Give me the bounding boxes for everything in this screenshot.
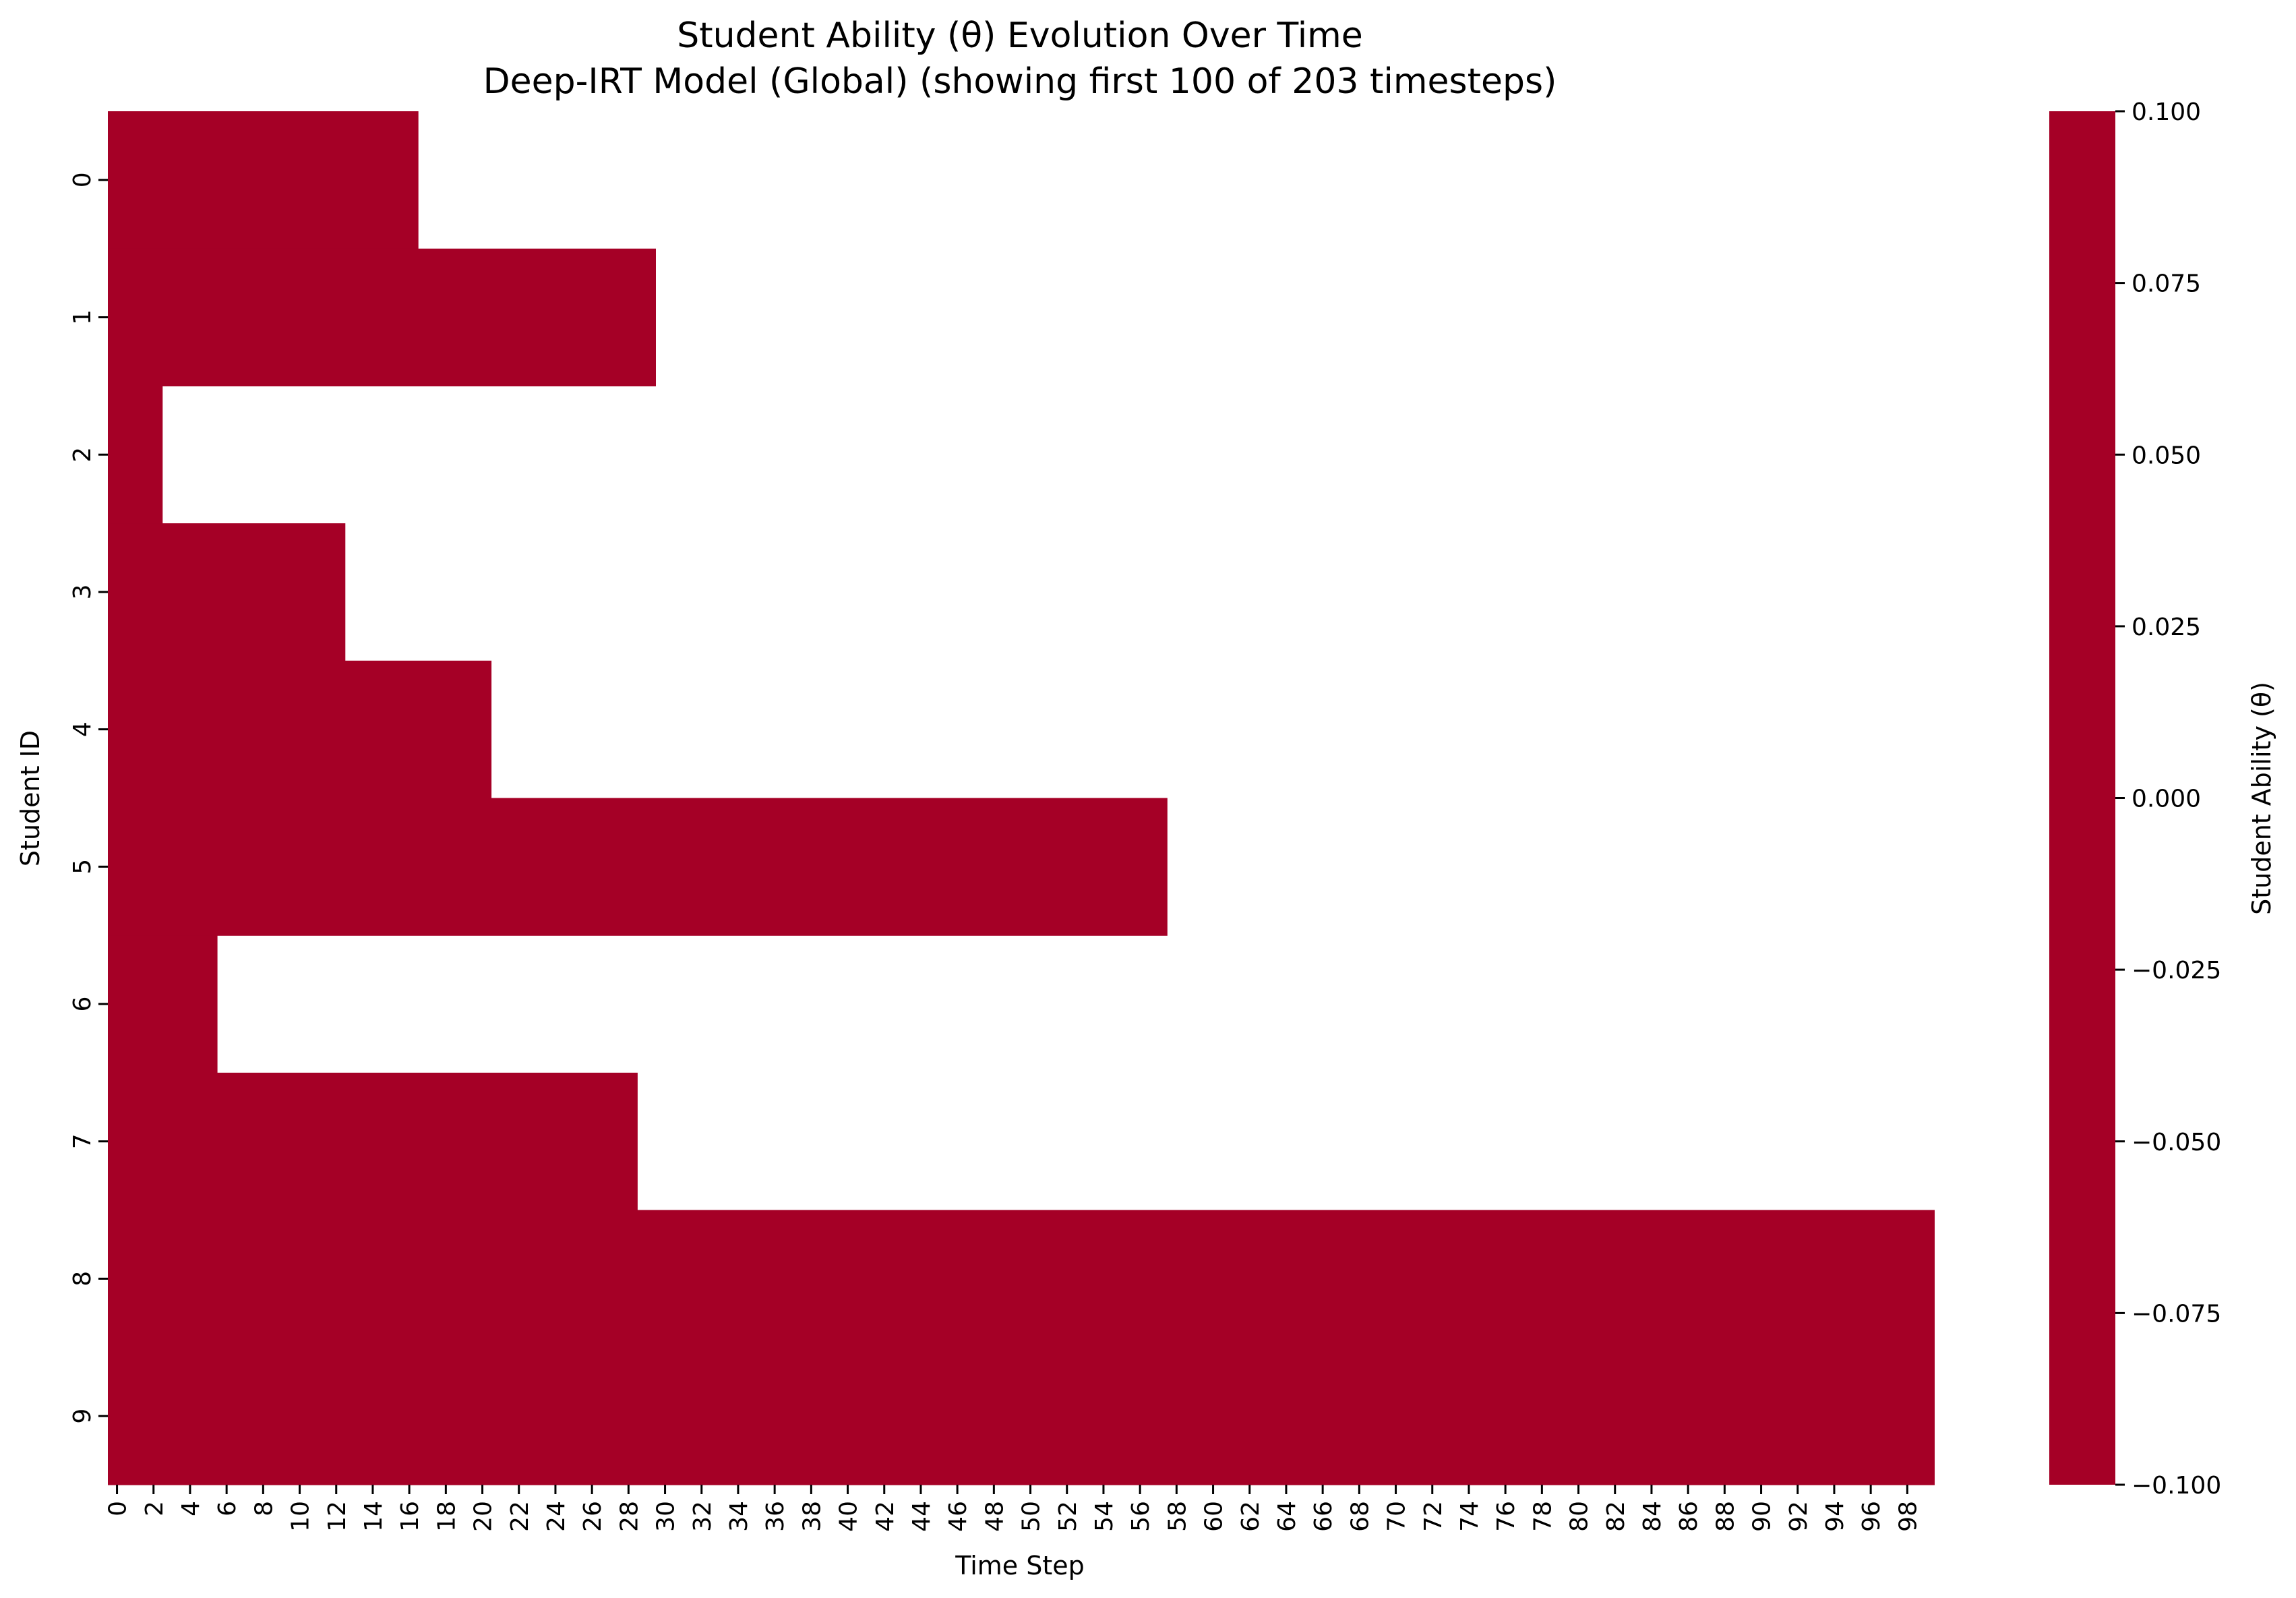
x-tick-label: 40 [835, 1501, 863, 1532]
x-tick-label: 42 [872, 1501, 899, 1532]
colorbar-tick-label: 0.100 [2132, 98, 2201, 126]
x-tick-label: 16 [396, 1501, 424, 1532]
colorbar-ticks: 0.100 0.075 0.050 0.025 0.000 −0.025 −0.050 −0.… [2115, 98, 2221, 1500]
colorbar-tick-label: −0.075 [2132, 1300, 2221, 1328]
heatmap-cells [108, 111, 1935, 1485]
x-tick-label: 4 [177, 1501, 205, 1516]
x-tick-label: 74 [1456, 1501, 1484, 1532]
y-tick-label: 0 [69, 172, 96, 187]
heatmap-row-8 [108, 1210, 1935, 1348]
x-tick-label: 38 [798, 1501, 826, 1532]
x-tick-label: 80 [1566, 1501, 1594, 1532]
x-tick-label: 94 [1821, 1501, 1849, 1532]
x-tick-label: 36 [762, 1501, 789, 1532]
x-tick-label: 8 [250, 1501, 278, 1516]
x-tick-label: 44 [908, 1501, 936, 1532]
x-axis-label: Time Step [955, 1551, 1085, 1580]
x-tick-label: 18 [433, 1501, 460, 1532]
x-tick-label: 96 [1858, 1501, 1885, 1532]
y-tick-label: 3 [69, 584, 96, 599]
x-axis-ticks: 0 2 4 6 8 10 12 14 16 18 20 22 24 26 28 30 32 34 36 38 40 42 4… [104, 1485, 1922, 1532]
x-tick-label: 30 [653, 1501, 680, 1532]
x-tick-label: 70 [1383, 1501, 1411, 1532]
x-tick-label: 34 [725, 1501, 753, 1532]
y-tick-label: 9 [69, 1409, 96, 1424]
heatmap-row-7 [108, 1072, 638, 1211]
x-tick-label: 20 [470, 1501, 497, 1532]
y-tick-label: 4 [69, 721, 96, 737]
x-tick-label: 14 [360, 1501, 388, 1532]
x-tick-label: 46 [944, 1501, 972, 1532]
heatmap-row-3 [108, 523, 346, 661]
x-tick-label: 98 [1894, 1501, 1922, 1532]
x-tick-label: 56 [1127, 1501, 1155, 1532]
x-tick-label: 64 [1273, 1501, 1301, 1532]
y-tick-label: 6 [69, 997, 96, 1012]
y-axis-label: Student ID [16, 730, 45, 866]
heatmap-row-2 [108, 386, 163, 524]
y-tick-label: 8 [69, 1271, 96, 1286]
colorbar-label: Student Ability (θ) [2247, 682, 2276, 915]
colorbar-tick-label: −0.100 [2132, 1472, 2221, 1500]
colorbar-tick-label: 0.075 [2132, 270, 2201, 298]
x-tick-label: 26 [579, 1501, 607, 1532]
colorbar-tick-label: −0.025 [2132, 957, 2221, 984]
x-tick-label: 82 [1602, 1501, 1630, 1532]
x-tick-label: 86 [1675, 1501, 1703, 1532]
x-tick-label: 66 [1310, 1501, 1337, 1532]
y-tick-label: 5 [69, 859, 96, 875]
y-tick-label: 7 [69, 1133, 96, 1149]
colorbar-tick-label: 0.025 [2132, 614, 2201, 641]
x-tick-label: 10 [287, 1501, 315, 1532]
colorbar-tick-label: 0.050 [2132, 442, 2201, 469]
heatmap-row-0 [108, 111, 419, 249]
x-tick-label: 54 [1091, 1501, 1118, 1532]
x-tick-label: 6 [214, 1501, 241, 1516]
x-tick-label: 2 [141, 1501, 169, 1516]
x-tick-label: 32 [689, 1501, 717, 1532]
x-tick-label: 84 [1639, 1501, 1666, 1532]
x-tick-label: 58 [1164, 1501, 1191, 1532]
heatmap-row-1 [108, 248, 656, 386]
x-tick-label: 92 [1785, 1501, 1813, 1532]
x-tick-label: 68 [1346, 1501, 1374, 1532]
y-axis-ticks: 0 1 2 3 4 5 6 7 8 9 [69, 172, 108, 1424]
x-tick-label: 52 [1054, 1501, 1082, 1532]
x-tick-label: 0 [104, 1501, 132, 1516]
heatmap-row-9 [108, 1347, 1935, 1485]
x-tick-label: 50 [1018, 1501, 1046, 1532]
heatmap-row-5 [108, 798, 1168, 936]
x-tick-label: 88 [1712, 1501, 1739, 1532]
x-tick-label: 72 [1420, 1501, 1447, 1532]
heatmap-row-6 [108, 935, 218, 1073]
colorbar-tick-label: −0.050 [2132, 1129, 2221, 1156]
x-tick-label: 62 [1237, 1501, 1265, 1532]
colorbar-tick-label: 0.000 [2132, 786, 2201, 813]
chart-subtitle: Deep-IRT Model (Global) (showing first 1… [483, 61, 1557, 102]
heatmap-row-4 [108, 660, 492, 799]
x-tick-label: 28 [615, 1501, 643, 1532]
x-tick-label: 78 [1529, 1501, 1557, 1532]
x-tick-label: 22 [506, 1501, 534, 1532]
x-tick-label: 12 [324, 1501, 351, 1532]
y-tick-label: 1 [69, 309, 96, 325]
x-tick-label: 76 [1492, 1501, 1520, 1532]
colorbar [2049, 111, 2115, 1485]
x-tick-label: 48 [981, 1501, 1008, 1532]
y-tick-label: 2 [69, 447, 96, 463]
chart-title: Student Ability (θ) Evolution Over Time [677, 16, 1363, 56]
x-tick-label: 24 [543, 1501, 570, 1532]
x-tick-label: 90 [1749, 1501, 1776, 1532]
x-tick-label: 60 [1201, 1501, 1228, 1532]
